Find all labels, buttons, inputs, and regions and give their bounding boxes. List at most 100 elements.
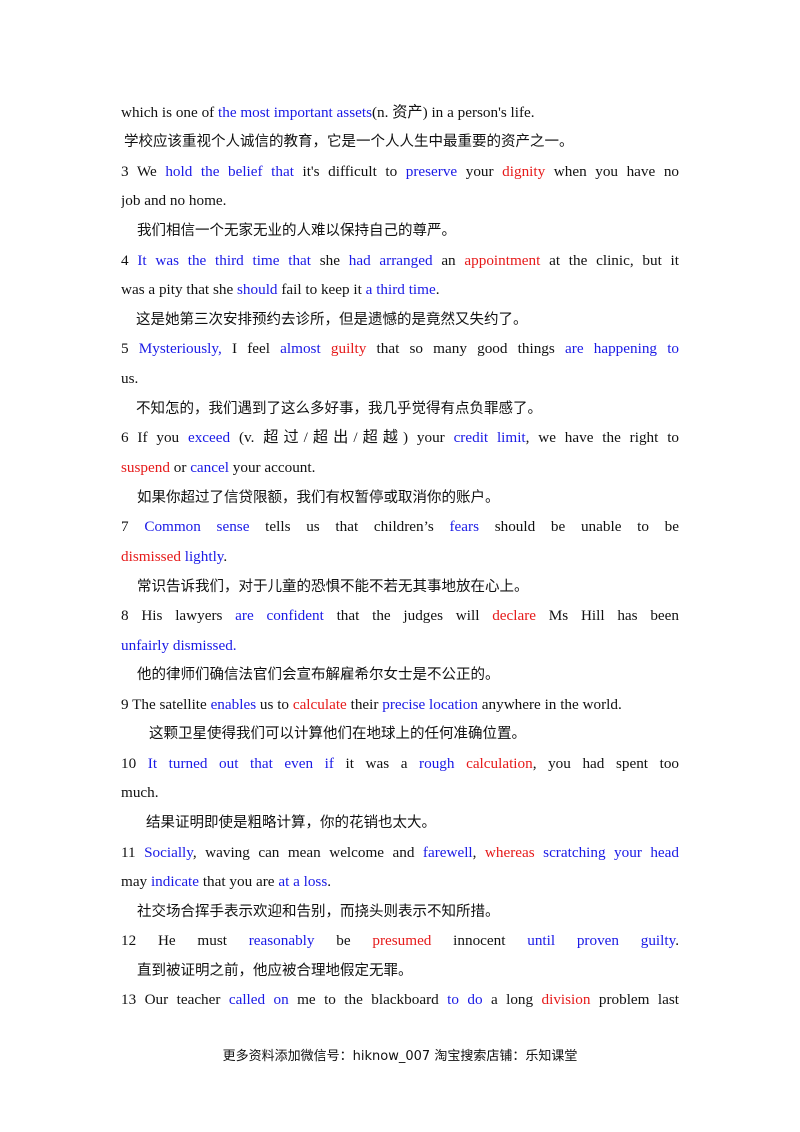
- plain-text: much.: [121, 784, 159, 801]
- sentence-line: job and no home.: [121, 188, 679, 214]
- highlighted-phrase: almost: [280, 340, 321, 357]
- translation-line: 直到被证明之前，他应被合理地假定无罪。: [137, 958, 413, 984]
- plain-text: us.: [121, 370, 139, 387]
- highlighted-phrase: called on: [228, 991, 289, 1008]
- sentence-line: 4 It was the third time that she had arr…: [121, 248, 679, 274]
- plain-text: .: [435, 281, 440, 298]
- highlighted-phrase: are happening to: [565, 340, 679, 357]
- plain-text: 11: [121, 844, 145, 861]
- plain-text: [321, 340, 331, 357]
- plain-text: 6 If you: [121, 429, 188, 446]
- plain-text: 不知怎的，我们遇到了这么多好事，我几乎觉得有点负罪感了。: [136, 401, 542, 417]
- plain-text: 这颗卫星使得我们可以计算他们在地球上的任何准确位置。: [149, 726, 526, 742]
- highlighted-phrase: fears: [449, 518, 479, 535]
- highlighted-phrase: farewell: [422, 844, 473, 861]
- sentence-line: suspend or cancel your account.: [121, 455, 679, 481]
- highlighted-phrase: scratching your head: [543, 844, 679, 861]
- plain-text: may: [121, 873, 151, 890]
- plain-text: it was a: [333, 755, 420, 772]
- plain-text: that the judges will: [323, 607, 493, 624]
- plain-text: 8 His lawyers: [121, 607, 236, 624]
- plain-text: your: [457, 163, 503, 180]
- translation-line: 不知怎的，我们遇到了这么多好事，我几乎觉得有点负罪感了。: [136, 396, 542, 422]
- plain-text: or: [169, 459, 191, 476]
- translation-line: 我们相信一个无家无业的人难以保持自己的尊严。: [137, 218, 456, 244]
- plain-text: 3 We: [121, 163, 166, 180]
- sentence-line: us.: [121, 366, 679, 392]
- plain-text: , waving can mean welcome and: [192, 844, 423, 861]
- highlighted-phrase: It was the third time that: [137, 252, 311, 269]
- plain-text: she: [311, 252, 349, 269]
- plain-text: it's difficult to: [293, 163, 406, 180]
- plain-text: anywhere in the world.: [477, 696, 622, 713]
- highlighted-phrase: exceed: [187, 429, 231, 446]
- plain-text: 13 Our teacher: [121, 991, 229, 1008]
- plain-text: (v. 超过/超出/超越) your: [230, 429, 454, 446]
- plain-text: at the clinic, but it: [540, 252, 679, 269]
- plain-text: 12 He must: [121, 932, 249, 949]
- plain-text: 10: [121, 755, 148, 772]
- highlighted-phrase: a third time: [365, 281, 436, 298]
- sentence-line: dismissed lightly.: [121, 544, 679, 570]
- plain-text: 学校应该重视个人诚信的教育，它是一个人人生中最重要的资产之一。: [124, 134, 574, 150]
- plain-text: tells us that children’s: [249, 518, 450, 535]
- translation-line: 常识告诉我们，对于儿童的恐惧不能不若无其事地放在心上。: [137, 574, 529, 600]
- highlighted-phrase: lightly: [184, 548, 224, 565]
- sentence-line: may indicate that you are at a loss.: [121, 869, 679, 895]
- sentence-line: 7 Common sense tells us that children’s …: [121, 514, 679, 540]
- plain-text: 9 The satellite: [121, 696, 211, 713]
- plain-text: be: [314, 932, 373, 949]
- sentence-line: unfairly dismissed.: [121, 633, 679, 659]
- key-word: calculate: [292, 696, 347, 713]
- sentence-line: was a pity that she should fail to keep …: [121, 277, 679, 303]
- highlighted-phrase: precise location: [382, 696, 478, 713]
- key-word: division: [541, 991, 591, 1008]
- plain-text: 7: [121, 518, 145, 535]
- plain-text: 4: [121, 252, 138, 269]
- highlighted-phrase: Socially: [144, 844, 193, 861]
- plain-text: Ms Hill has been: [536, 607, 679, 624]
- plain-text: 社交场合挥手表示欢迎和告别，而挠头则表示不知所措。: [137, 904, 500, 920]
- plain-text: [535, 844, 543, 861]
- key-word: whereas: [484, 844, 535, 861]
- translation-line: 学校应该重视个人诚信的教育，它是一个人人生中最重要的资产之一。: [124, 129, 574, 155]
- highlighted-phrase: hold the belief that: [165, 163, 294, 180]
- key-word: presumed: [372, 932, 432, 949]
- translation-line: 结果证明即使是粗略计算，你的花销也太大。: [146, 810, 436, 836]
- sentence-line: 5 Mysteriously, I feel almost guilty tha…: [121, 336, 679, 362]
- plain-text: fail to keep it: [277, 281, 366, 298]
- plain-text: which is one of: [121, 104, 219, 121]
- plain-text: (n. 资产) in a person's life.: [371, 104, 535, 121]
- plain-text: innocent: [431, 932, 528, 949]
- plain-text: 直到被证明之前，他应被合理地假定无罪。: [137, 963, 413, 979]
- plain-text: that so many good things: [366, 340, 566, 357]
- key-word: calculation: [466, 755, 533, 772]
- plain-text: problem last: [590, 991, 679, 1008]
- translation-line: 他的律师们确信法官们会宣布解雇希尔女士是不公正的。: [137, 662, 500, 688]
- sentence-line: 3 We hold the belief that it's difficult…: [121, 159, 679, 185]
- sentence-line: 6 If you exceed (v. 超过/超出/超越) your credi…: [121, 425, 679, 451]
- plain-text: should be unable to be: [479, 518, 679, 535]
- translation-line: 社交场合挥手表示欢迎和告别，而挠头则表示不知所措。: [137, 899, 500, 925]
- highlighted-phrase: Common sense: [144, 518, 250, 535]
- translation-line: 这是她第三次安排预约去诊所，但是遗憾的是竟然又失约了。: [136, 307, 528, 333]
- sentence-line: 13 Our teacher called on me to the black…: [121, 987, 679, 1013]
- highlighted-phrase: indicate: [150, 873, 200, 890]
- plain-text: 如果你超过了信贷限额，我们有权暂停或取消你的账户。: [137, 490, 500, 506]
- plain-text: their: [346, 696, 383, 713]
- plain-text: job and no home.: [121, 192, 227, 209]
- plain-text: that you are: [199, 873, 279, 890]
- plain-text: 这是她第三次安排预约去诊所，但是遗憾的是竟然又失约了。: [136, 312, 528, 328]
- highlighted-phrase: are confident: [235, 607, 324, 624]
- sentence-line: which is one of the most important asset…: [121, 100, 679, 126]
- highlighted-phrase: It turned out that even if: [147, 755, 334, 772]
- plain-text: , we have the right to: [525, 429, 679, 446]
- highlighted-phrase: until proven guilty: [527, 932, 676, 949]
- plain-text: 5: [121, 340, 139, 357]
- plain-text: .: [675, 932, 679, 949]
- plain-text: .: [327, 873, 332, 890]
- highlighted-phrase: Mysteriously,: [138, 340, 222, 357]
- key-word: dignity: [502, 163, 546, 180]
- plain-text: , you had spent too: [532, 755, 679, 772]
